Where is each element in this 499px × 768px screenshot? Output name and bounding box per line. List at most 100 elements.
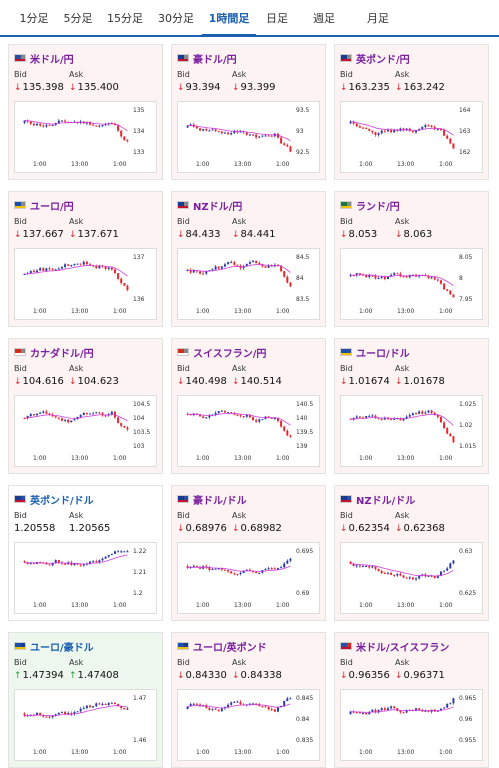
pair-name[interactable]: ランド/円	[356, 201, 400, 213]
rate-card[interactable]: 英ポンド/ドル Bid Ask 1.20558 1.20565 1.22 1.21 1.2 1:…	[8, 485, 163, 621]
candlestick-chart[interactable]: 0.965 0.96 0.955 1:00 13:00 1:00	[340, 689, 483, 761]
x-tick-label: 1:00	[359, 161, 373, 168]
candle-body	[233, 701, 236, 703]
candlestick-chart[interactable]: 0.845 0.84 0.835 1:00 13:00 1:00	[177, 689, 320, 761]
candle-body	[220, 708, 223, 711]
candle-body	[286, 698, 289, 701]
tab-2[interactable]: 15分足	[107, 12, 143, 25]
rate-card[interactable]: ユーロ/豪ドル Bid Ask ↑1.47394 ↑1.47408 1.47 1.46 1:0…	[8, 632, 163, 768]
card-header: ユーロ/英ポンド	[177, 639, 267, 654]
candlestick-chart[interactable]: 1.025 1.02 1.015 1:00 13:00 1:00	[340, 395, 483, 467]
candlestick-chart[interactable]: 104.5 104 103.5 103 1:00 13:00 1:00	[14, 395, 157, 467]
candle-body	[415, 708, 418, 711]
candlestick-chart[interactable]: 8.05 8 7.95 1:00 13:00 1:00	[340, 248, 483, 320]
tab-3[interactable]: 30分足	[158, 12, 194, 25]
candlestick-chart[interactable]: 140.5 140 139.5 139 1:00 13:00 1:00	[177, 395, 320, 467]
rate-card[interactable]: ユーロ/英ポンド Bid Ask ↓0.84330 ↓0.84338 0.845 0.84 0…	[171, 632, 326, 768]
bid-label: Bid	[340, 364, 353, 373]
arrow-down-icon: ↓	[395, 377, 403, 387]
pair-name[interactable]: 豪ドル/円	[193, 54, 237, 66]
candle-body	[48, 268, 51, 270]
pair-name[interactable]: ユーロ/豪ドル	[30, 642, 94, 654]
pair-name[interactable]: ユーロ/英ポンド	[193, 642, 267, 654]
candle-body	[76, 563, 79, 565]
pair-name[interactable]: 豪ドル/ドル	[193, 495, 247, 507]
bid-label: Bid	[14, 364, 27, 373]
pair-name[interactable]: ユーロ/円	[30, 201, 74, 213]
candle-body	[42, 125, 45, 127]
pair-name[interactable]: 英ポンド/ドル	[30, 495, 94, 507]
candle-body	[252, 417, 255, 421]
candle-body	[424, 412, 427, 414]
rate-card[interactable]: 英ポンド/円 Bid Ask ↓163.235 ↓163.242 164 163 162 1:0…	[334, 44, 489, 180]
pair-name[interactable]: 米ドル/円	[30, 54, 74, 66]
y-tick-label: 84	[296, 275, 304, 282]
rate-card[interactable]: 米ドル/円 Bid Ask ↓135.398 ↓135.400 135 134 133 1:00…	[8, 44, 163, 180]
candle-body	[415, 578, 418, 580]
bid-label: Bid	[340, 511, 353, 520]
rate-card[interactable]: スイスフラン/円 Bid Ask ↓140.498 ↓140.514 140.5 140 13…	[171, 338, 326, 474]
candle-body	[399, 273, 402, 277]
tab-0[interactable]: 1分足	[19, 12, 49, 25]
candle-body	[220, 410, 223, 412]
candlestick-chart[interactable]: 1.47 1.46 1:00 13:00 1:00	[14, 689, 157, 761]
rate-card[interactable]: 豪ドル/円 Bid Ask ↓93.394 ↓93.399 93.5 93 92.5 1:00 1…	[171, 44, 326, 180]
rate-card[interactable]: NZドル/ドル Bid Ask ↓0.62354 ↓0.62368 0.63 0.625 1:…	[334, 485, 489, 621]
x-tick-label: 1:00	[113, 308, 127, 315]
rate-card[interactable]: ランド/円 Bid Ask ↓8.053 ↓8.063 8.05 8 7.95 1:00 13:0…	[334, 191, 489, 327]
candle-body	[439, 280, 442, 284]
candlestick-chart[interactable]: 0.63 0.625 1:00 13:00 1:00	[340, 542, 483, 614]
candle-body	[48, 716, 51, 718]
candle-body	[211, 568, 214, 570]
candle-body	[36, 413, 39, 416]
bid-label: Bid	[340, 217, 353, 226]
tab-5[interactable]: 日足	[266, 12, 288, 25]
y-tick-label: 92.5	[296, 149, 310, 156]
candlestick-chart[interactable]: 164 163 162 1:00 13:00 1:00	[340, 101, 483, 173]
candle-body	[286, 560, 289, 564]
tab-6[interactable]: 週足	[313, 12, 335, 25]
candle-body	[396, 273, 399, 275]
arrow-down-icon: ↓	[395, 230, 403, 240]
candle-body	[424, 710, 427, 712]
rate-card[interactable]: NZドル/円 Bid Ask ↓84.433 ↓84.441 84.5 84 83.5 1:00…	[171, 191, 326, 327]
candlestick-chart[interactable]: 0.695 0.69 1:00 13:00 1:00	[177, 542, 320, 614]
rate-card[interactable]: カナダドル/円 Bid Ask ↓104.616 ↓104.623 104.5 104 103…	[8, 338, 163, 474]
candle-body	[289, 435, 292, 437]
tab-4[interactable]: 1時間足	[202, 0, 256, 37]
pair-name[interactable]: 英ポンド/円	[356, 54, 410, 66]
candle-body	[276, 418, 279, 421]
pair-name[interactable]: スイスフラン/円	[193, 348, 267, 360]
y-tick-label: 0.96	[459, 716, 473, 723]
candle-body	[192, 566, 195, 568]
arrow-down-icon: ↓	[340, 230, 348, 240]
pair-name[interactable]: ユーロ/ドル	[356, 348, 410, 360]
candle-body	[365, 712, 368, 715]
rate-card[interactable]: ユーロ/ドル Bid Ask ↓1.01674 ↓1.01678 1.025 1.02 1.0…	[334, 338, 489, 474]
candle-body	[208, 130, 211, 132]
candlestick-chart[interactable]: 137 136 1:00 13:00 1:00	[14, 248, 157, 320]
chart-svg: 137 136 1:00 13:00 1:00	[23, 254, 145, 315]
pair-name[interactable]: カナダドル/円	[30, 348, 94, 360]
candlestick-chart[interactable]: 93.5 93 92.5 1:00 13:00 1:00	[177, 101, 320, 173]
ask-value: ↓135.400	[69, 82, 119, 93]
ask-value: ↓0.84338	[232, 670, 282, 681]
candle-body	[390, 572, 393, 575]
chart-svg: 93.5 93 92.5 1:00 13:00 1:00	[186, 107, 310, 168]
tab-1[interactable]: 5分足	[63, 12, 93, 25]
y-tick-label: 134	[133, 128, 145, 135]
pair-name[interactable]: NZドル/ドル	[356, 495, 416, 507]
rate-card[interactable]: 米ドル/スイスフラン Bid Ask ↓0.96356 ↓0.96371 0.965 0.9…	[334, 632, 489, 768]
rate-card[interactable]: ユーロ/円 Bid Ask ↓137.667 ↓137.671 137 136 1:00 13:…	[8, 191, 163, 327]
rate-card[interactable]: 豪ドル/ドル Bid Ask ↓0.68976 ↓0.68982 0.695 0.69 1:0…	[171, 485, 326, 621]
candlestick-chart[interactable]: 1.22 1.21 1.2 1:00 13:00 1:00	[14, 542, 157, 614]
tab-7[interactable]: 月足	[367, 12, 389, 25]
candlestick-chart[interactable]: 84.5 84 83.5 1:00 13:00 1:00	[177, 248, 320, 320]
y-tick-label: 162	[459, 149, 471, 156]
pair-name[interactable]: 米ドル/スイスフラン	[356, 642, 450, 654]
x-tick-label: 1:00	[439, 161, 453, 168]
x-tick-label: 13:00	[234, 749, 251, 756]
pair-name[interactable]: NZドル/円	[193, 201, 243, 213]
candle-body	[452, 143, 455, 149]
candlestick-chart[interactable]: 135 134 133 1:00 13:00 1:00	[14, 101, 157, 173]
